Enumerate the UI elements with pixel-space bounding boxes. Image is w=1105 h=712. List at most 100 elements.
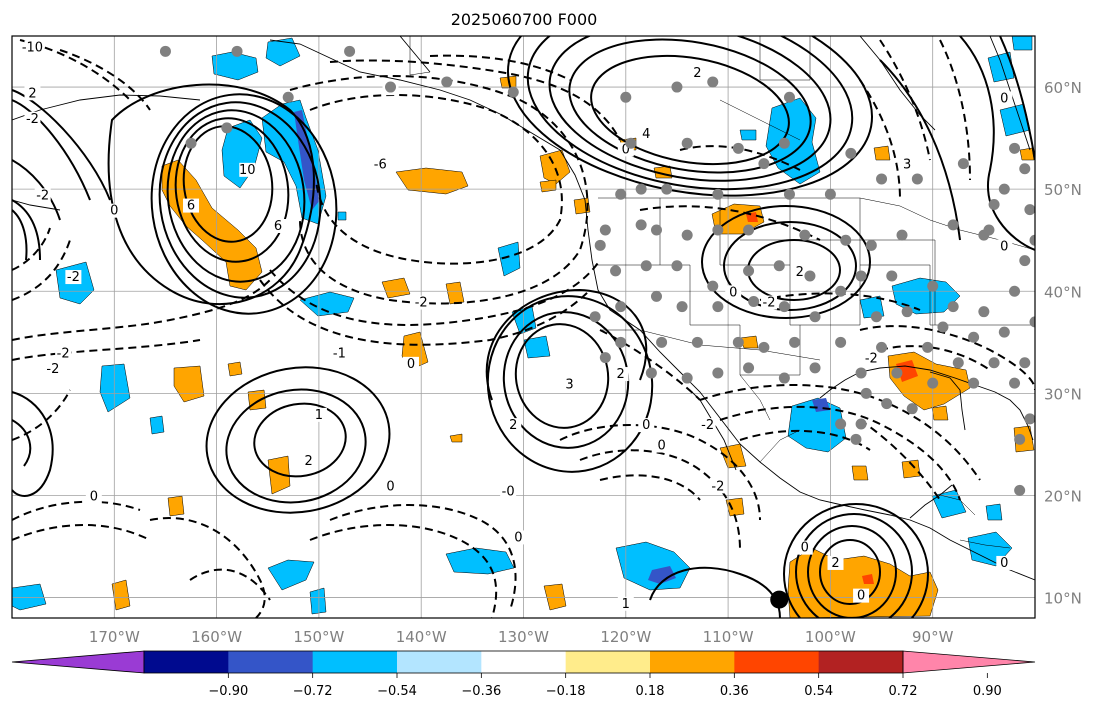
station-dot-77 [758, 341, 770, 353]
contour-label-13: 0 [90, 490, 98, 505]
contour-label-28: -2 [711, 479, 724, 494]
station-dot-68 [901, 306, 913, 318]
contour-label-8: 6 [274, 219, 282, 234]
contour-label-bg-19 [331, 346, 348, 361]
contour-label-bg-29 [689, 65, 706, 80]
station-dot-49 [773, 260, 785, 272]
station-dot-11 [707, 76, 719, 88]
lat-label-5: 10°N [1044, 590, 1082, 608]
lon-label-8: 90°W [912, 628, 954, 646]
contour-label-bg-6 [183, 198, 200, 213]
colorbar [11, 650, 1036, 674]
station-dot-67 [870, 311, 882, 323]
station-points [159, 45, 1035, 496]
station-dot-17 [758, 158, 770, 170]
colorbar-outline [143, 650, 904, 674]
colorbar-tick-label-7: 0.54 [804, 684, 833, 699]
station-dot-98 [860, 387, 872, 399]
station-dot-62 [676, 301, 688, 313]
lon-label-7: 100°W [805, 628, 856, 646]
station-dot-19 [876, 173, 888, 185]
station-dot-38 [840, 234, 852, 246]
contour-label-32: 2 [796, 265, 804, 280]
contour-label-bg-37 [996, 91, 1013, 106]
station-dot-102 [835, 418, 847, 430]
station-dot-33 [650, 224, 662, 236]
contour-label-bg-3 [34, 188, 51, 203]
station-dot-83 [988, 357, 1000, 369]
station-dot-9 [620, 91, 632, 103]
contour-label-bg-24 [510, 530, 527, 545]
station-dot-31 [599, 224, 611, 236]
contour-label-1: 2 [28, 86, 36, 101]
station-dot-16 [778, 137, 790, 149]
contour-label-42: 0 [1000, 239, 1008, 254]
lon-label-4: 130°W [498, 628, 549, 646]
contour-label-bg-14 [310, 407, 327, 422]
station-dot-25 [824, 188, 836, 200]
station-dot-107 [1029, 234, 1035, 246]
station-dot-1 [231, 45, 243, 57]
contour-label-bg-41 [996, 555, 1013, 570]
colorbar-tick-label-6: 0.36 [720, 684, 749, 699]
colorbar-segment-6 [650, 651, 735, 673]
contour-label-bg-36 [899, 157, 916, 172]
contour-label-bg-35 [863, 351, 880, 366]
station-dot-35 [712, 224, 724, 236]
station-dot-94 [927, 377, 939, 389]
contour-label-bg-13 [85, 489, 102, 504]
station-dot-63 [712, 301, 724, 313]
station-dot-39 [865, 239, 877, 251]
contour-label-36: 3 [903, 158, 911, 173]
station-dot-75 [691, 336, 703, 348]
contour-label-24: 0 [514, 530, 522, 545]
contour-label-26: 0 [657, 439, 665, 454]
station-dot-40 [896, 229, 908, 241]
station-dot-2 [344, 45, 356, 57]
station-dot-82 [952, 357, 964, 369]
station-dot-21 [957, 158, 969, 170]
contour-label-bg-15 [300, 453, 317, 468]
station-dot-92 [855, 367, 867, 379]
contour-label-bg-22 [612, 367, 629, 382]
station-dot-70 [968, 331, 980, 343]
lat-label-1: 50°N [1044, 181, 1082, 199]
station-dot-53 [886, 270, 898, 282]
station-dot-18 [845, 147, 857, 159]
station-dot-79 [835, 336, 847, 348]
station-dot-81 [922, 341, 934, 353]
contour-label-bg-25 [638, 418, 655, 433]
contour-labels: -102-2-2-206106-60-2-201200-2-1322-0000-… [22, 40, 1013, 612]
contour-label-6: 6 [187, 199, 195, 214]
station-dot-104 [1014, 433, 1026, 445]
contour-label-bg-43 [617, 596, 634, 611]
station-dot-73 [615, 336, 627, 348]
station-dot-48 [743, 265, 755, 277]
station-dot-4 [441, 76, 453, 88]
lon-label-3: 140°W [396, 628, 447, 646]
station-dot-100 [906, 403, 918, 415]
station-dot-43 [594, 239, 606, 251]
station-dot-61 [650, 290, 662, 302]
station-dot-74 [656, 336, 668, 348]
station-dot-91 [809, 362, 821, 374]
lat-label-4: 20°N [1044, 487, 1082, 505]
map-plot-area: -102-2-2-206106-60-2-201200-2-1322-0000-… [12, 36, 1035, 618]
contour-label-bg-7 [239, 162, 256, 177]
colorbar-extend-min [11, 650, 145, 674]
station-dot-90 [778, 372, 790, 384]
contour-label-14: 1 [315, 408, 323, 423]
colorbar-tick-label-5: 0.18 [636, 684, 665, 699]
station-dot-95 [968, 377, 980, 389]
contour-label-21: 2 [509, 418, 517, 433]
longitude-labels: 170°W 160°W 150°W 140°W 130°W 120°W 110°W 100°W… [89, 628, 954, 646]
station-dot-27 [712, 188, 724, 200]
station-dot-34 [681, 229, 693, 241]
station-dot-0 [159, 45, 171, 57]
station-dot-72 [1029, 316, 1035, 328]
station-dot-14 [681, 137, 693, 149]
colorbar-tick-label-8: 0.72 [889, 684, 918, 699]
lon-label-1: 160°W [191, 628, 242, 646]
station-dot-93 [891, 367, 903, 379]
contour-label-35: -2 [865, 352, 878, 367]
